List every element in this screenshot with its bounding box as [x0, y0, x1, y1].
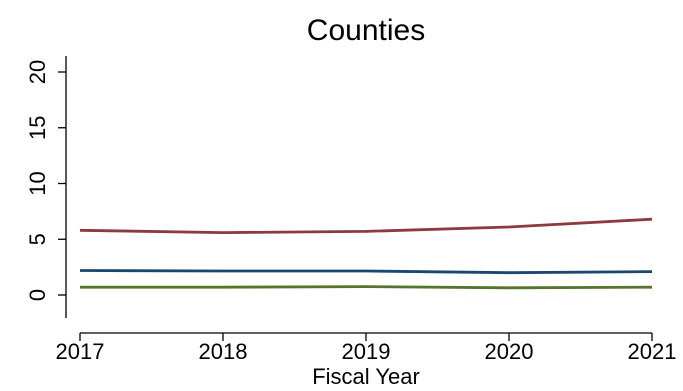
series-line-2: [79, 269, 653, 275]
y-tick-label: 10: [25, 171, 50, 195]
y-tick-label: 0: [25, 289, 50, 301]
series-lines: [79, 217, 653, 290]
x-tick-label: 2021: [628, 339, 677, 364]
x-tick-label: 2020: [485, 339, 534, 364]
y-tick-label: 20: [25, 60, 50, 84]
y-tick-label: 5: [25, 233, 50, 245]
series-line-3: [80, 285, 653, 290]
chart-title: Counties: [307, 14, 425, 47]
y-axis-ticks: 0 5 10 15 20: [25, 60, 66, 301]
x-tick-label: 2018: [199, 339, 248, 364]
x-tick-label: 2017: [56, 339, 105, 364]
x-axis-ticks: 2017 2018 2019 2020 2021: [56, 333, 677, 364]
series-line-1: [79, 217, 653, 235]
y-tick-label: 15: [25, 116, 50, 140]
x-tick-label: 2019: [342, 339, 391, 364]
x-axis-label: Fiscal Year: [312, 364, 420, 389]
